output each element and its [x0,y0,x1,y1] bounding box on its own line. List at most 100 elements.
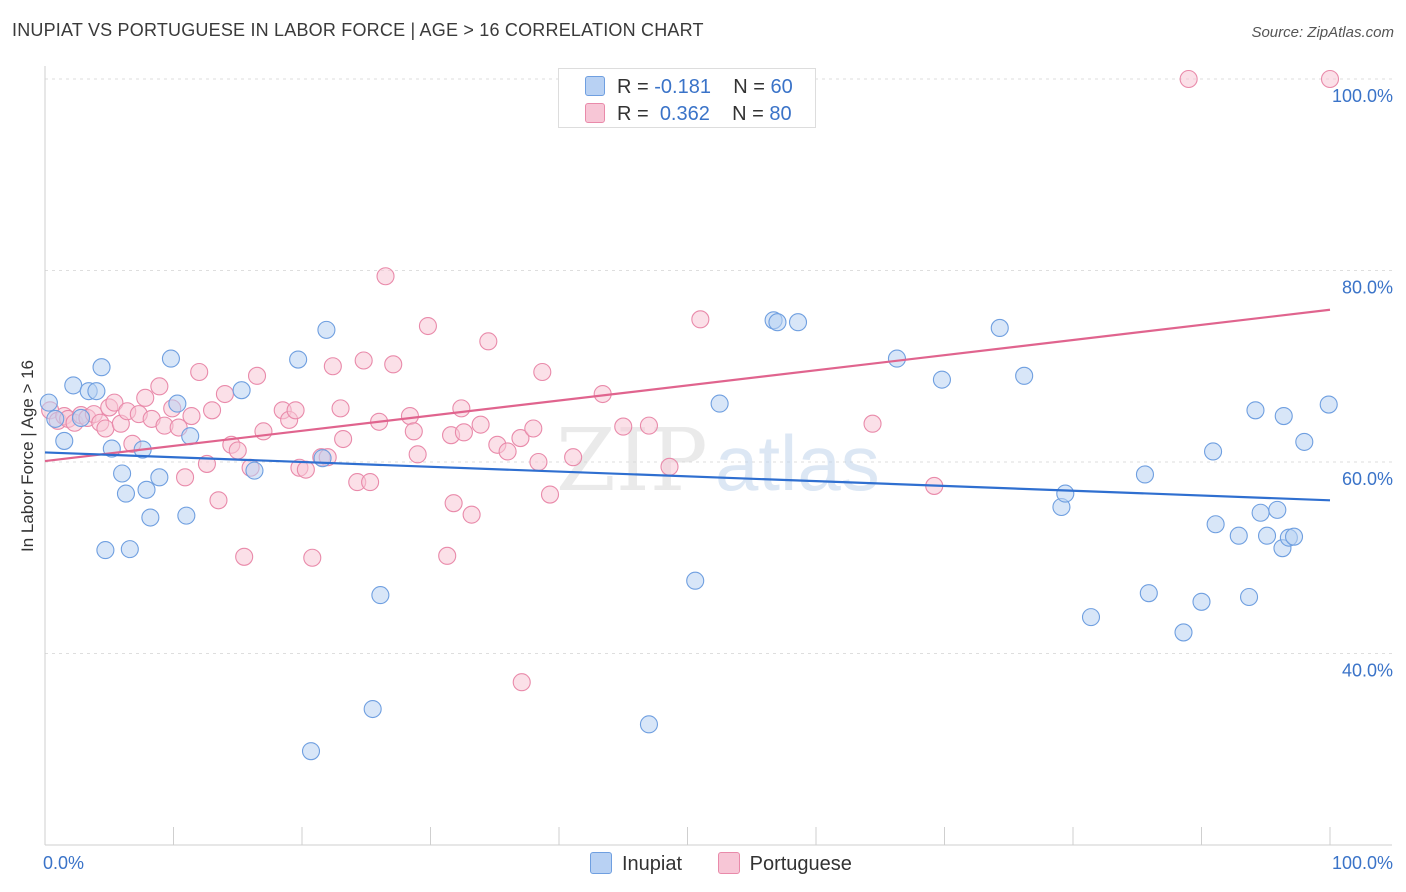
inupiat-point [639,715,659,734]
portuguese-point [182,406,201,426]
gridlines [45,78,1392,654]
portuguese-point [454,423,473,442]
portuguese-point [331,399,350,418]
inupiat-point [1056,484,1075,503]
portuguese-point [462,505,481,524]
n-value: 60 [770,76,793,98]
portuguese-point [384,355,403,374]
portuguese-point [533,362,552,382]
portuguese-point [863,414,882,433]
inupiat-point [141,508,160,527]
portuguese-point [512,673,531,692]
portuguese-point [286,401,305,420]
n-value: 80 [769,103,792,125]
portuguese-point [296,460,315,479]
portuguese-point [511,429,530,448]
trend-lines [44,308,1331,502]
portuguese-point [691,310,710,329]
legend-label: Inupiat [622,853,683,875]
portuguese-point [215,384,234,404]
portuguese-point [614,417,633,436]
inupiat-point [1284,527,1304,546]
portuguese-point [444,494,463,513]
portuguese-point [376,267,395,286]
legend-item-inupiat[interactable]: Inupiat [590,852,682,876]
inupiat-point [1135,465,1155,484]
inupiat-point [1295,432,1314,451]
portuguese-point [529,452,548,472]
portuguese-point [247,366,267,385]
stats-legend: R = -0.181 N = 60 R = 0.362 N = 80 [558,68,816,128]
portuguese-point [209,491,228,510]
inupiat-point [137,480,156,499]
portuguese-swatch [585,103,605,123]
legend-label: Portuguese [749,853,852,875]
r-value: -0.181 [654,76,711,98]
portuguese-point [1179,69,1198,89]
inupiat-point [113,464,132,483]
portuguese-point [136,388,155,407]
inupiat-swatch [590,852,612,874]
inupiat-point [710,394,729,413]
portuguese-point [323,357,342,376]
inupiat-point [245,461,264,480]
portuguese-point [361,473,380,492]
legend-row-portuguese: R = 0.362 N = 80 [585,103,792,125]
series-inupiat [39,311,1338,761]
inupiat-point [150,468,169,487]
portuguese-swatch [717,852,740,874]
portuguese-point [150,377,169,396]
source-note: Source: ZipAtlas.com [1251,24,1394,41]
inupiat-point [71,408,91,428]
inupiat-point [363,699,382,719]
inupiat-point [1246,401,1265,420]
y-tick-label: 60.0% [1342,469,1393,489]
y-tick-label: 80.0% [1342,278,1393,298]
portuguese-point [540,485,560,504]
portuguese-point [334,429,353,449]
inupiat-point [371,586,390,605]
inupiat-point [932,370,951,389]
inupiat-trend-line [44,451,1331,502]
inupiat-point [1206,515,1225,534]
inupiat-point [1081,608,1101,627]
portuguese-point [203,401,222,420]
inupiat-point [1174,623,1193,642]
inupiat-point [1319,395,1338,414]
inupiat-point [990,318,1009,338]
portuguese-point [235,547,254,566]
portuguese-point [471,415,490,434]
inupiat-point [39,393,58,412]
r-label: R = [617,103,649,125]
r-value: 0.362 [659,103,710,125]
watermark: ZIP atlas [556,411,880,511]
chart-title: INUPIAT VS PORTUGUESE IN LABOR FORCE | A… [12,20,704,40]
watermark-atlas: atlas [715,419,880,507]
inupiat-point [1239,587,1259,607]
tick-labels: 40.0% 60.0% 80.0% 100.0% 0.0% 100.0% [43,86,1393,873]
inupiat-point [120,540,139,559]
inupiat-point [177,506,196,525]
inupiat-point [1268,500,1287,519]
portuguese-point [564,448,583,467]
inupiat-point [161,349,180,368]
x-tick-label: 100.0% [1332,853,1393,873]
inupiat-point [289,350,308,369]
portuguese-point [660,457,679,476]
portuguese-point [639,416,659,435]
axes [44,66,1392,846]
portuguese-trend-line [44,308,1331,463]
portuguese-point [452,399,471,418]
inupiat-point [317,320,336,339]
inupiat-point [1204,442,1223,461]
inupiat-point [887,349,907,368]
portuguese-point [400,406,419,426]
inupiat-point [55,431,74,450]
inupiat-point [116,484,136,503]
inupiat-point [768,313,787,332]
legend-item-portuguese[interactable]: Portuguese [717,852,852,876]
r-label: R = [617,76,649,98]
y-tick-label: 100.0% [1332,86,1393,106]
inupiat-point [1274,406,1293,426]
x-tick-label: 0.0% [43,853,84,873]
